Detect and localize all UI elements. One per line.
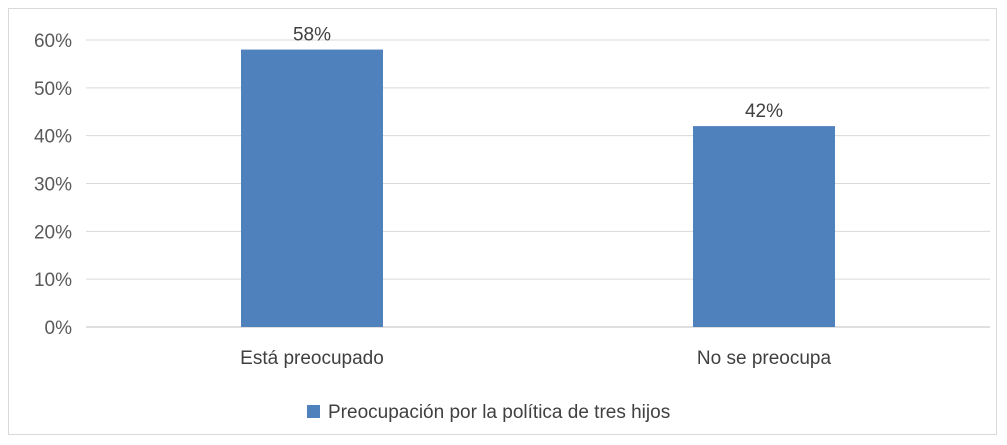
y-axis-ticks: 0% 10% 20% 30% 40% 50% 60% (34, 31, 72, 339)
legend: Preocupación por la política de tres hij… (307, 402, 670, 423)
y-tick-label: 30% (34, 175, 72, 196)
y-tick-label: 40% (34, 127, 72, 148)
data-label: 58% (293, 25, 331, 46)
y-tick-label: 20% (34, 222, 72, 243)
bar (241, 49, 383, 328)
category-labels: Está preocupado No se preocupa (240, 348, 831, 369)
y-tick-label: 10% (34, 270, 72, 291)
legend-swatch (307, 405, 320, 418)
gridlines (86, 39, 990, 328)
y-tick-label: 60% (34, 31, 72, 52)
category-label: No se preocupa (697, 348, 832, 369)
data-label: 42% (745, 101, 783, 122)
legend-label: Preocupación por la política de tres hij… (328, 402, 670, 423)
y-tick-label: 0% (45, 318, 73, 339)
data-labels: 58% 42% (293, 25, 783, 123)
y-tick-label: 50% (34, 79, 72, 100)
bars (241, 49, 835, 328)
category-label: Está preocupado (240, 348, 384, 369)
bar (693, 126, 835, 327)
